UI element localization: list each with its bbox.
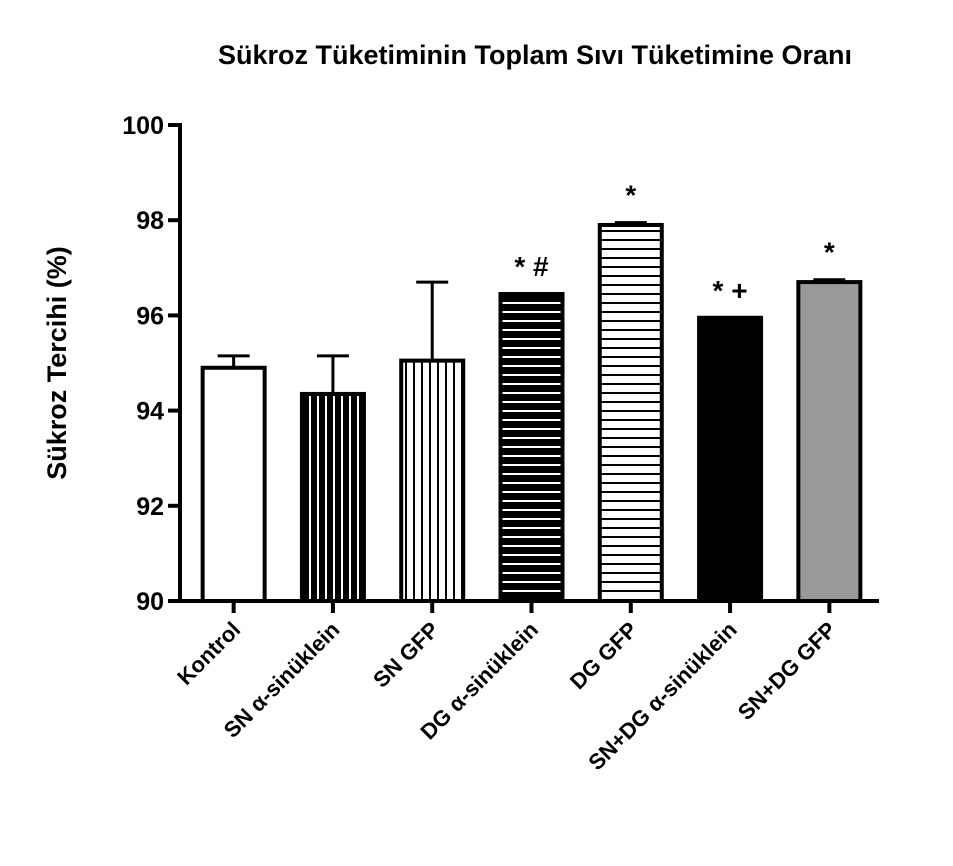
annotation: * xyxy=(625,180,636,211)
y-tick-label: 90 xyxy=(136,588,164,616)
y-axis-label: Sükroz Tercihi (%) xyxy=(42,246,72,480)
bar xyxy=(299,391,366,603)
y-tick-label: 98 xyxy=(136,207,164,235)
annotation: * xyxy=(824,237,835,268)
bar xyxy=(399,358,466,603)
bar xyxy=(697,315,764,603)
y-tick-label: 100 xyxy=(122,112,164,140)
x-tick-label: SN GFP xyxy=(368,617,444,693)
x-tick-label: DG GFP xyxy=(565,617,642,694)
annotation: * # xyxy=(514,251,549,282)
y-tick-label: 94 xyxy=(136,398,164,426)
bar xyxy=(200,365,267,604)
chart-title: Sükroz Tüketiminin Toplam Sıvı Tüketimin… xyxy=(218,40,852,70)
x-tick-label: Kontrol xyxy=(172,617,245,690)
y-tick-label: 96 xyxy=(136,302,164,330)
y-tick-label: 92 xyxy=(136,493,164,521)
x-tick-label: SN+DG GFP xyxy=(733,617,841,725)
bar xyxy=(498,291,565,603)
annotation: * + xyxy=(713,275,748,306)
bar xyxy=(796,280,863,603)
bar xyxy=(597,222,664,604)
